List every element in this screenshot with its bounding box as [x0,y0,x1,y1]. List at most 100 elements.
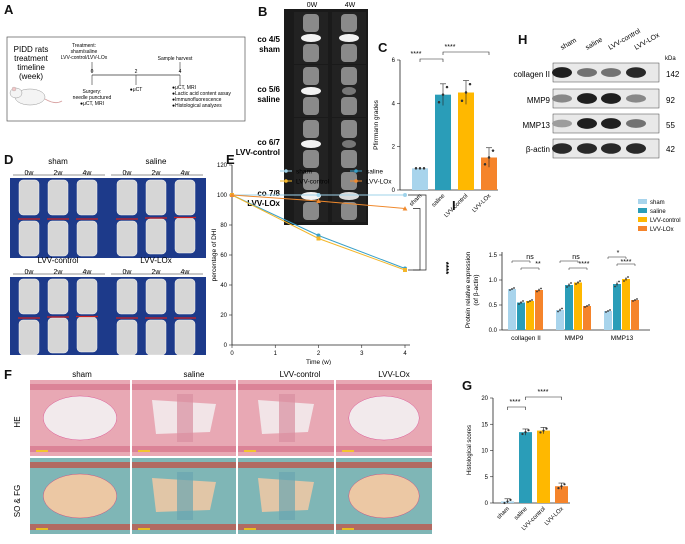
f-row-so-fg: SO & FG [13,485,22,517]
mri-vertebra [341,97,357,115]
microct-vertebra [47,179,69,216]
i-legend-swatch [638,226,647,231]
c-point [414,167,418,170]
i-legend-label: LVV-LOx [650,227,674,233]
d-time-2w-c: 2w [54,269,64,276]
i-point [513,287,515,289]
e-point [403,193,407,197]
histology-nucleus [43,395,117,441]
blot-kda-mmp13: 55 [666,121,675,130]
blot-band [552,67,572,78]
g-point [557,486,560,490]
blot-band [577,68,597,77]
harvest-label: Sample harvest [158,56,193,62]
i-point [536,290,538,293]
histology-endplate [336,524,432,530]
i-point [522,300,524,302]
i-legend-label: sham [650,200,665,206]
lane-label-sham: sham [560,37,578,52]
i-bar [508,289,516,330]
g-x-tick-label: LVV-LOx [544,506,565,527]
microct-vertebra [145,319,167,355]
i-legend-swatch [638,217,647,222]
i-point [518,303,520,305]
mri-col-4w: 4W [345,2,356,9]
i-point [570,282,572,284]
mri-row-1b: sham [259,45,280,54]
i-sig-mmp9-ns: ns [572,254,580,261]
f-col-sham: sham [72,370,92,379]
blot-band [601,68,621,77]
i-bar [565,285,573,330]
f-col-saline: saline [184,370,205,379]
e-legend-label: LVV-control [296,179,330,186]
i-bar [622,279,630,330]
mri-vertebra [303,202,319,220]
i-legend-swatch [638,208,647,213]
microct-vertebra [174,278,196,315]
f-col-lvv-control: LVV-control [280,370,321,379]
histology-endplate [336,384,432,390]
d-time-4w-a: 4w [83,170,93,177]
i-sig-mmp13-2: **** [621,259,632,266]
c-y-tick-label: 0 [392,188,396,194]
mri-vertebra [341,150,357,168]
c-bar-0 [412,168,428,190]
timeline-title-2: treatment [14,54,49,63]
histology-endplate [336,446,432,452]
i-y-tick-label: 0.5 [489,303,498,309]
histology-endplate [238,524,334,530]
e-point [316,198,321,203]
mri-vertebra [303,44,319,62]
surgery-detail: needle punctured [73,95,112,101]
mri-disc [342,87,356,95]
i-point [527,301,529,303]
g-bracket-2 [525,396,562,400]
treatment-groups-2: LVV-control/LVV-LOx [61,55,108,61]
i-point [531,299,533,301]
histology-endplate [238,446,334,452]
e-point [229,192,235,197]
microct-vertebra [76,316,98,353]
microct-vertebra [116,220,138,257]
i-point [566,286,568,288]
mri-row-1a: co 4/5 [257,35,280,44]
i-point [607,310,609,312]
mri-vertebra [303,97,319,115]
i-bar [526,301,534,330]
mri-vertebra [341,44,357,62]
g-point [524,431,527,434]
i-bracket-a [607,256,627,259]
blot-band [626,67,646,78]
blot-kda-actin: 42 [666,145,675,154]
c-point [464,91,468,94]
timeline-title-1: PIDD rats [14,45,49,54]
c-sig-2: **** [445,44,456,51]
i-point [557,310,559,313]
mri-disc [301,87,321,95]
e-y-tick-label: 40 [220,283,227,289]
blot-band [601,143,621,154]
d-time-0w-a: 0w [25,170,35,177]
e-y-tick-label: 100 [217,193,228,199]
blot-band [577,143,597,154]
e-x-tick-label: 2 [317,351,321,357]
i-bar [583,306,591,330]
kda-label: kDa [665,56,676,62]
mri-vertebra [303,14,319,32]
i-point [618,280,620,283]
e-sig: **** [441,262,450,275]
blot-band [626,119,646,128]
i-point [584,306,586,308]
i-x-tick-label: collagen II [511,335,541,342]
i-bar [517,302,525,330]
i-bar [631,300,639,330]
d-time-0w-b: 0w [123,170,133,177]
week4-item-2: ●Lactic acid content assay [172,91,231,97]
treatment-label: Treatment: [72,43,96,49]
g-point [521,432,524,436]
surgery-imaging: ●μCT, MRI [80,101,104,107]
e-x-tick-label: 3 [360,351,364,357]
d-time-2w-b: 2w [152,170,162,177]
c-point [437,101,441,104]
